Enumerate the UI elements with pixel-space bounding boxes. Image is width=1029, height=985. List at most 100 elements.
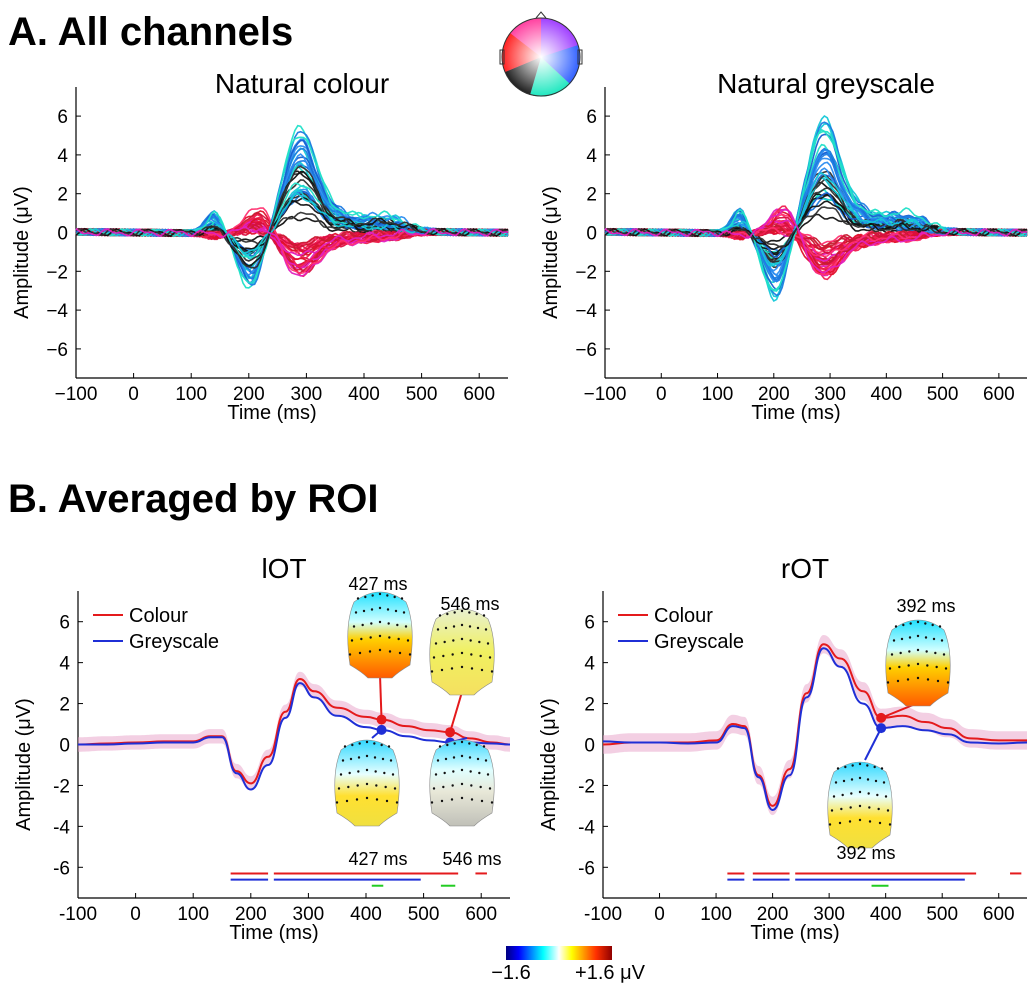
electrode [345, 799, 349, 803]
electrode [926, 678, 930, 681]
electrode [469, 639, 472, 642]
electrode [360, 637, 363, 641]
electrode [343, 745, 347, 748]
electrode [916, 634, 920, 638]
electrode [400, 597, 404, 600]
x-tick-label: 200 [235, 904, 267, 925]
x-tick-label: 500 [408, 904, 440, 925]
electrode [858, 790, 862, 794]
electrode [900, 637, 904, 641]
electrode [378, 648, 382, 652]
electrode [460, 754, 464, 758]
electrode [443, 771, 446, 775]
x-tick-label: 200 [757, 904, 789, 925]
electrode [490, 670, 494, 673]
electrode [882, 781, 886, 784]
electrode [434, 773, 438, 776]
y-tick-label: −2 [575, 262, 597, 283]
electrode [480, 668, 484, 672]
electrode [468, 756, 472, 759]
electrode [388, 650, 392, 653]
y-tick-label: 2 [584, 695, 595, 716]
legend-label: Colour [129, 605, 188, 627]
x-axis-label: Time (ms) [751, 402, 840, 424]
electrode [851, 764, 854, 767]
electrode [880, 767, 884, 770]
electrode [440, 668, 444, 672]
topomap-label: 546 ms [442, 849, 501, 869]
electrode [446, 612, 449, 616]
electrode [478, 640, 481, 644]
series-line-greyscale [602, 647, 1028, 812]
electrode [848, 820, 852, 823]
electrode [444, 757, 448, 761]
y-axis-label: Amplitude (μV) [13, 698, 35, 831]
electrode [841, 793, 844, 797]
channel-lines [75, 124, 509, 289]
topomap-connector [449, 691, 463, 733]
x-tick-label: 100 [175, 384, 207, 405]
electrode [378, 620, 382, 624]
x-tick-label: -100 [59, 904, 97, 925]
x-tick-label: 300 [293, 904, 325, 925]
x-axis-label: Time (ms) [227, 402, 316, 424]
x-tick-label: 600 [983, 904, 1015, 925]
electrode [890, 653, 894, 656]
y-axis-label: Amplitude (μV) [540, 186, 562, 319]
y-axis-label: Amplitude (μV) [538, 698, 560, 831]
electrode [840, 807, 843, 811]
electrode [351, 743, 354, 747]
electrode [354, 611, 358, 614]
electrode [442, 654, 445, 658]
series-line-colour [602, 643, 1027, 807]
y-tick-label: 6 [59, 613, 70, 634]
x-tick-label: 500 [927, 384, 959, 405]
electrode [378, 592, 382, 596]
electrode [866, 778, 870, 781]
electrode [942, 653, 946, 656]
topomap-label: 546 ms [440, 594, 499, 614]
series-line-greyscale [77, 682, 511, 791]
y-tick-label: 6 [586, 107, 597, 128]
electrode [398, 651, 402, 655]
topomap-label: 392 ms [896, 596, 955, 616]
electrode [877, 807, 880, 811]
channel-lines [604, 114, 1028, 302]
electrode [866, 764, 869, 767]
electrode [357, 770, 360, 773]
electrode [374, 770, 377, 773]
chart-natural-greyscale: −100 0 100 200 300 400 500 600 −6 −4 −2 0 2 4 6 Time (m… [540, 68, 1028, 424]
electrode [395, 801, 399, 804]
y-tick-label: 2 [586, 185, 597, 206]
electrode [479, 785, 482, 789]
electrode [836, 767, 840, 770]
electrode [886, 809, 890, 812]
electrode [387, 745, 391, 748]
electrode [388, 636, 391, 639]
y-tick-label: 6 [57, 107, 68, 128]
electrode [844, 765, 847, 769]
electrode [430, 670, 434, 673]
colorbar-max-label: +1.6 μV [575, 962, 646, 984]
electrode [391, 773, 395, 776]
x-tick-label: 0 [656, 384, 667, 405]
y-tick-label: -6 [53, 858, 70, 879]
electrode [381, 757, 385, 761]
electrode [488, 656, 492, 659]
electrode [899, 651, 902, 655]
electrode [938, 625, 942, 628]
electrode [935, 665, 938, 669]
electrode [402, 611, 406, 614]
topomap-connector [379, 674, 383, 720]
electrode [468, 625, 472, 628]
y-tick-label: −6 [575, 340, 597, 361]
electrode [452, 625, 456, 628]
y-tick-label: 6 [584, 613, 595, 634]
electrode [924, 636, 928, 639]
x-tick-label: 200 [233, 384, 265, 405]
electrode [436, 759, 440, 762]
channel-line [604, 178, 1028, 263]
series-line-colour [77, 677, 511, 785]
electrode [849, 806, 852, 809]
topomap-head [885, 619, 951, 707]
